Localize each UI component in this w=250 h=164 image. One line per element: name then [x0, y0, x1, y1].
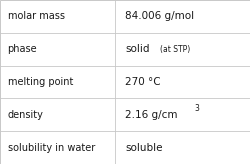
Text: phase: phase — [8, 44, 37, 54]
Text: molar mass: molar mass — [8, 11, 64, 21]
Text: solubility in water: solubility in water — [8, 143, 95, 153]
Text: melting point: melting point — [8, 77, 73, 87]
Text: 2.16 g/cm: 2.16 g/cm — [125, 110, 178, 120]
Text: soluble: soluble — [125, 143, 162, 153]
Text: (at STP): (at STP) — [160, 45, 190, 54]
Text: 3: 3 — [194, 104, 199, 113]
Text: solid: solid — [125, 44, 150, 54]
Text: density: density — [8, 110, 44, 120]
Text: 270 °C: 270 °C — [125, 77, 160, 87]
Text: 84.006 g/mol: 84.006 g/mol — [125, 11, 194, 21]
